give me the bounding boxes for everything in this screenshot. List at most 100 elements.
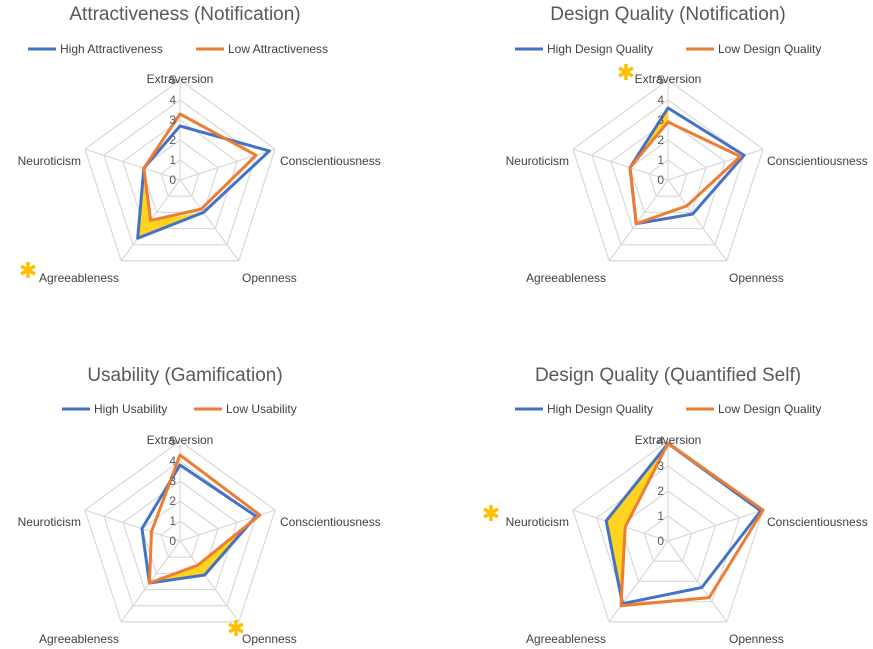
axis-label-extraversion: Extraversion [147,433,214,447]
axis-label-conscientiousness: Conscientiousness [280,515,381,529]
axis-label-neuroticism: Neuroticism [18,154,81,168]
radar-panel-usability-gamification: Usability (Gamification) High Usability … [18,365,381,646]
grid-ring [643,515,693,562]
significance-star-icon: ✱ [227,616,245,641]
axis-label-conscientiousness: Conscientiousness [767,515,868,529]
grid-spoke [667,509,764,542]
grid-spoke [84,148,181,181]
tick-label: 2 [657,133,664,147]
radial-tick-labels: 0 1 2 3 4 [657,434,664,548]
tick-label: 5 [169,73,176,87]
tick-label: 0 [657,534,664,548]
significance-star-icon: ✱ [482,501,500,526]
series-polygon-low [142,112,258,222]
legend-label-high: High Design Quality [547,42,653,56]
radial-tick-labels: 0 1 2 3 4 5 [657,73,664,187]
tick-label: 4 [169,454,176,468]
grid-ring [84,79,276,262]
tick-label: 3 [657,113,664,127]
chart-title: Usability (Gamification) [87,365,282,386]
tick-label: 2 [657,484,664,498]
tick-label: 0 [169,534,176,548]
axis-label-agreeableness: Agreeableness [526,632,606,646]
tick-label: 0 [169,173,176,187]
grid-ring [84,440,276,623]
grid-ring [122,480,238,591]
axis-label-agreeableness: Agreeableness [526,271,606,285]
radial-tick-labels: 0 1 2 3 4 5 [169,73,176,187]
legend-label-low: Low Design Quality [718,402,821,416]
legend-label-low: Low Design Quality [718,42,821,56]
grid-spoke [179,540,240,623]
axis-label-conscientiousness: Conscientiousness [280,154,381,168]
legend-label-high: High Usability [94,402,167,416]
radar-grid [84,79,276,262]
grid-ring [122,119,238,230]
tick-label: 1 [657,509,664,523]
tick-label: 3 [169,113,176,127]
significance-star-icon: ✱ [19,258,37,283]
axis-label-agreeableness: Agreeableness [39,271,119,285]
radar-panel-design-quality-quantified-self: Design Quality (Quantified Self) High De… [482,365,868,646]
series-polygon-high [604,442,763,606]
legend-label-high: High Attractiveness [60,42,163,56]
tick-label: 1 [169,153,176,167]
radar-panel-attractiveness: Attractiveness (Notification) High Attra… [18,4,381,285]
grid-spoke [179,179,240,262]
grid-ring [648,159,688,197]
series-polygon-high [140,463,258,585]
legend-label-low: Low Attractiveness [228,42,328,56]
axis-label-openness: Openness [729,632,784,646]
grid-spoke [667,148,764,181]
grid-spoke [608,540,669,623]
axis-label-neuroticism: Neuroticism [506,515,569,529]
axis-label-extraversion: Extraversion [635,433,702,447]
radial-tick-labels: 0 1 2 3 4 5 [169,434,176,548]
radar-panel-design-quality-notification: Design Quality (Notification) High Desig… [506,4,868,285]
tick-label: 5 [169,434,176,448]
axis-label-extraversion: Extraversion [635,72,702,86]
axis-label-agreeableness: Agreeableness [39,632,119,646]
series-polygon-low [147,453,262,585]
axis-label-extraversion: Extraversion [147,72,214,86]
axis-label-openness: Openness [242,271,297,285]
grid-spoke [667,540,728,623]
tick-label: 5 [657,73,664,87]
tick-label: 2 [169,494,176,508]
chart-title: Design Quality (Notification) [550,4,785,25]
grid-spoke [608,179,669,262]
significance-star-icon: ✱ [617,60,635,85]
chart-title: Attractiveness (Notification) [69,4,300,25]
tick-label: 3 [657,459,664,473]
difference-highlight-area [606,443,668,599]
legend-label-low: Low Usability [226,402,297,416]
tick-label: 3 [169,474,176,488]
difference-highlight-area [149,522,251,584]
radar-grid [572,79,764,262]
legend-label-high: High Design Quality [547,402,653,416]
grid-spoke [572,148,669,181]
tick-label: 1 [657,153,664,167]
axis-label-neuroticism: Neuroticism [18,515,81,529]
axis-label-openness: Openness [242,632,297,646]
tick-label: 1 [169,514,176,528]
tick-label: 4 [657,434,664,448]
grid-ring [572,79,764,262]
grid-spoke [84,509,181,542]
chart-title: Design Quality (Quantified Self) [535,365,801,386]
axis-label-openness: Openness [729,271,784,285]
series-polygon-low [619,442,765,608]
axis-label-conscientiousness: Conscientiousness [767,154,868,168]
tick-label: 4 [169,93,176,107]
tick-label: 0 [657,173,664,187]
grid-ring [160,159,200,197]
tick-label: 4 [657,93,664,107]
radar-grid [84,440,276,623]
axis-label-neuroticism: Neuroticism [506,154,569,168]
grid-ring [103,99,257,246]
series-polygon-low [628,120,742,226]
tick-label: 2 [169,133,176,147]
grid-spoke [179,148,276,181]
grid-ring [160,520,200,558]
